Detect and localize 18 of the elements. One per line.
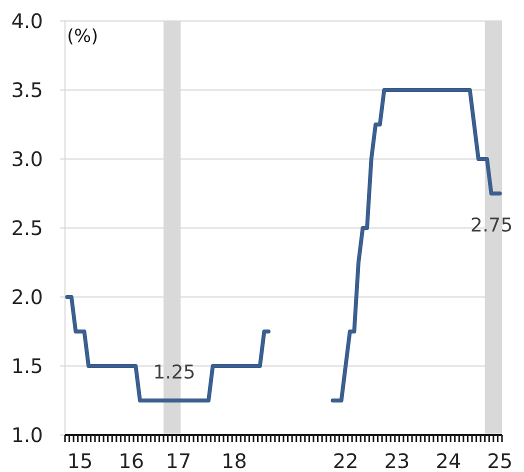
y-tick-label: 4.0 — [11, 9, 43, 33]
y-tick-label: 1.0 — [11, 423, 43, 447]
x-tick-label: 17 — [166, 449, 192, 472]
y-tick-label: 2.0 — [11, 285, 43, 309]
y-tick-label: 3.0 — [11, 147, 43, 171]
annotation: 1.25 — [153, 362, 196, 384]
x-tick-label: 23 — [384, 449, 410, 472]
x-tick-label: 24 — [436, 449, 462, 472]
x-tick-label: 25 — [487, 449, 513, 472]
x-tick-label: 16 — [118, 449, 144, 472]
x-tick-label: 22 — [332, 449, 358, 472]
x-tick-label: 15 — [67, 449, 93, 472]
y-tick-label: 3.5 — [11, 78, 43, 102]
y-tick-label: 2.5 — [11, 216, 43, 240]
x-tick-label: 18 — [222, 449, 247, 472]
y-tick-label: 1.5 — [11, 354, 43, 378]
y-axis-title: (%) — [67, 26, 98, 47]
annotation: 2.75 — [470, 214, 513, 236]
